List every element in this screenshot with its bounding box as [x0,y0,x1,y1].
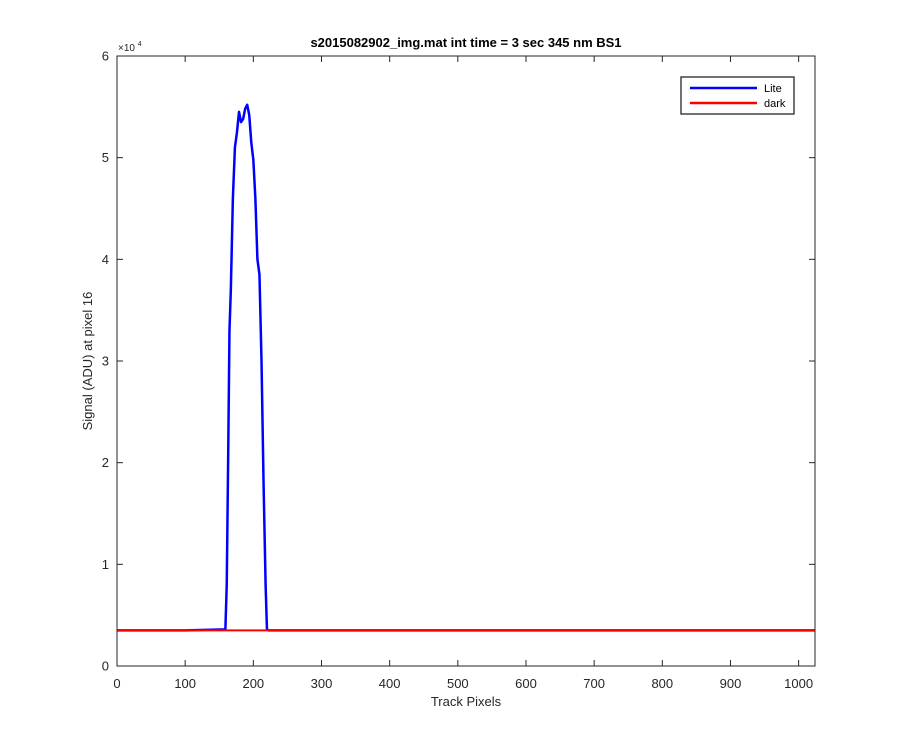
legend: Lite dark [680,76,795,115]
x-tick-label: 600 [515,676,537,691]
legend-box [680,76,795,115]
y-exponent-base: ×10 [118,43,135,54]
x-tick-label: 100 [174,676,196,691]
x-tick-label: 500 [447,676,469,691]
x-tick-label: 700 [583,676,605,691]
y-tick-label: 1 [102,557,109,572]
y-tick-label: 0 [102,659,109,674]
y-tick-label: 4 [102,252,109,267]
y-tick-label: 6 [102,49,109,64]
x-tick-label: 1000 [784,676,813,691]
axes-background [117,56,815,666]
x-tick-label: 900 [720,676,742,691]
x-axis: 0 100 200 300 400 500 600 700 800 900 1000 [113,56,813,691]
x-tick-label: 800 [651,676,673,691]
y-tick-label: 3 [102,354,109,369]
y-tick-label: 5 [102,150,109,165]
series-layer [117,103,815,632]
x-axis-label: Track Pixels [431,694,502,709]
x-tick-label: 300 [311,676,333,691]
legend-label-dark: dark [764,98,786,110]
x-tick-label: 400 [379,676,401,691]
y-axis: 0 1 2 3 4 5 6 [102,49,815,674]
y-tick-label: 2 [102,455,109,470]
y-exponent-label: ×10 4 [118,41,142,54]
x-tick-label: 200 [242,676,264,691]
y-exponent-power: 4 [138,41,142,48]
plot-area [117,56,815,666]
y-axis-label: Signal (ADU) at pixel 16 [80,292,95,431]
legend-label-lite: Lite [764,83,782,95]
x-tick-label: 0 [113,676,120,691]
chart-title: s2015082902_img.mat int time = 3 sec 345… [310,35,621,50]
